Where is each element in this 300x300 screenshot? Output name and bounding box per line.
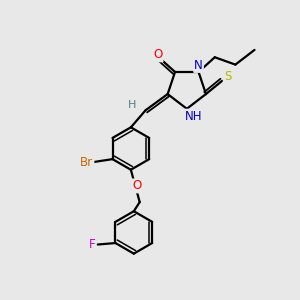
Text: NH: NH xyxy=(184,110,202,123)
Text: F: F xyxy=(88,238,95,251)
Text: N: N xyxy=(194,59,203,72)
Text: O: O xyxy=(153,48,163,62)
Text: Br: Br xyxy=(80,156,93,169)
Text: O: O xyxy=(132,179,141,192)
Text: S: S xyxy=(224,70,231,83)
Text: H: H xyxy=(128,100,136,110)
